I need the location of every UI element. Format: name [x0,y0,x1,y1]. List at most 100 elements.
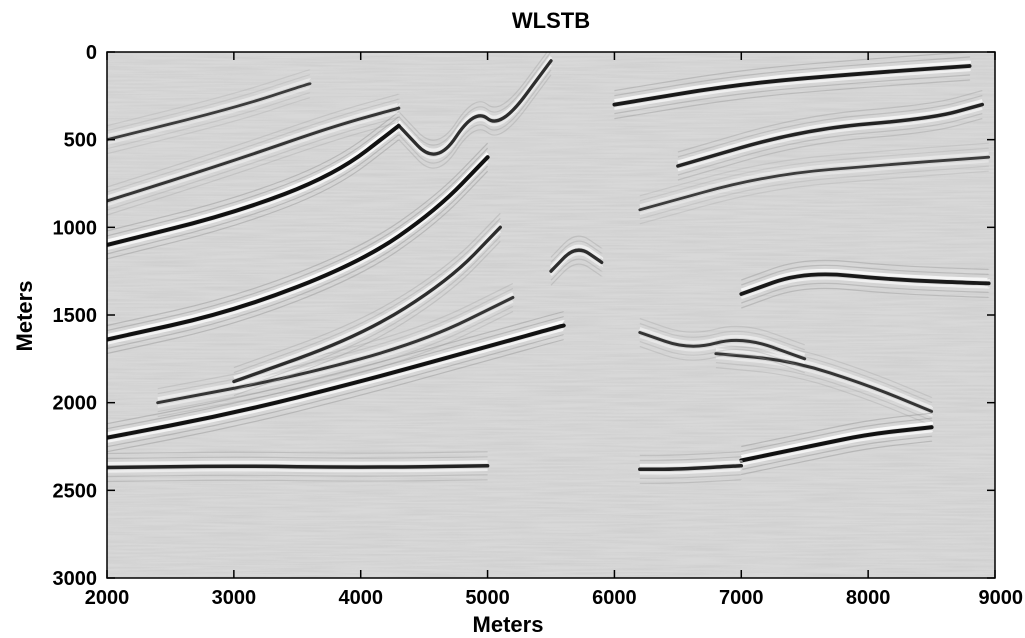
reflector-layering [157,305,514,413]
x-tick-label: 3000 [212,587,257,609]
reflector-sidelobe [107,128,401,251]
y-tick-label: 2000 [53,393,98,415]
reflector-layering [550,235,603,258]
reflector-layering [639,451,742,456]
reflector-sidelobe [157,300,514,408]
x-axis-label: Meters [473,612,544,637]
reflector-layering [614,79,971,120]
reflector-layering [741,282,990,304]
reflector-layering [741,264,990,286]
reflector-layering [107,139,400,260]
x-tick-label: 2000 [85,587,130,609]
reflector-layering [639,317,805,346]
reflector [107,464,490,470]
reflector-layering [107,170,489,355]
reflector-layering [107,73,311,132]
reflector-sidelobe [741,429,933,466]
reflector [107,155,490,342]
reflector-layering [233,217,501,374]
reflector-sidelobe [107,110,401,207]
reflector-sidelobe [107,120,401,243]
reflector-sidelobe [740,268,991,292]
reflector-sidelobe [107,160,489,345]
reflector-layering [107,338,565,453]
reflector [107,82,312,142]
reflector-sidelobe [715,348,934,409]
reflector-sidelobe [107,319,566,436]
x-tick-label: 4000 [338,587,383,609]
reflector-sidelobe [397,55,553,152]
reflector-layering [639,345,805,374]
reflector-layering [107,333,565,448]
reflector-layering [107,456,488,460]
reflector-layering [107,147,489,332]
reflector-sidelobe [639,151,989,208]
reflector-layering [741,287,990,309]
reflector-sidelobe [157,292,514,401]
plot-area [107,52,995,578]
reflector-layering [107,91,311,150]
reflector-layering [107,315,565,430]
reflector-layering [677,113,983,176]
reflector-layering [715,367,933,427]
y-tick-label: 2500 [53,480,98,502]
reflector-layering [677,118,983,181]
reflector-sidelobe [107,468,489,473]
reflector-layering [233,212,501,369]
reflector-layering [639,147,989,202]
reflector-sidelobe [107,86,312,145]
reflector-sidelobe [715,356,933,417]
reflector-sidelobe [107,78,312,138]
reflector [676,102,985,168]
reflector-layering [550,263,603,286]
reflector-sidelobe [550,252,603,277]
reflector-layering [107,116,400,211]
reflector-layering [157,282,514,390]
chart-title: WLSTB [512,8,590,33]
reflector-layering [107,165,489,350]
reflector-layering [614,52,971,92]
reflector-layering [639,474,742,479]
x-tick-label: 7000 [719,587,764,609]
reflector-layering [614,56,971,97]
reflector-layering [677,95,983,158]
reflector-sidelobe [639,460,743,467]
reflector [638,464,744,472]
reflector-sidelobe [614,60,972,103]
reflector-layering [107,474,488,478]
x-tick-label: 6000 [592,587,637,609]
y-tick-label: 3000 [53,568,98,590]
reflector [714,352,934,413]
reflector-layering [107,121,400,216]
reflector-layering [639,456,742,461]
y-axis-label: Meters [12,281,37,352]
reflector-layering [715,344,933,404]
reflector-layering [741,412,933,448]
reflector-sidelobe [397,63,552,160]
reflector [739,425,934,463]
reflector [549,248,604,273]
reflector-sidelobe [549,244,604,269]
reflector-layering [639,170,989,225]
reflector-layering [677,90,983,153]
reflector-layering [107,68,311,127]
reflector-layering [741,417,933,453]
reflector-sidelobe [639,335,806,364]
reflector [107,323,566,440]
reflector-layering [550,240,603,263]
reflector-layering [107,96,311,155]
reflector-layering [398,52,552,146]
y-tick-label: 1500 [53,305,98,327]
reflector [107,106,401,203]
reflector-sidelobe [233,230,502,387]
reflector-sidelobe [639,468,743,475]
reflector-layering [107,479,488,483]
reflector-layering [614,74,971,115]
reflector [397,59,553,156]
x-tick-label: 9000 [979,587,1024,609]
reflector-layering [107,310,565,425]
reflector-layer [107,52,991,484]
reflector-layering [157,287,514,395]
reflector-layering [741,440,933,476]
reflector-sidelobe [107,460,489,465]
